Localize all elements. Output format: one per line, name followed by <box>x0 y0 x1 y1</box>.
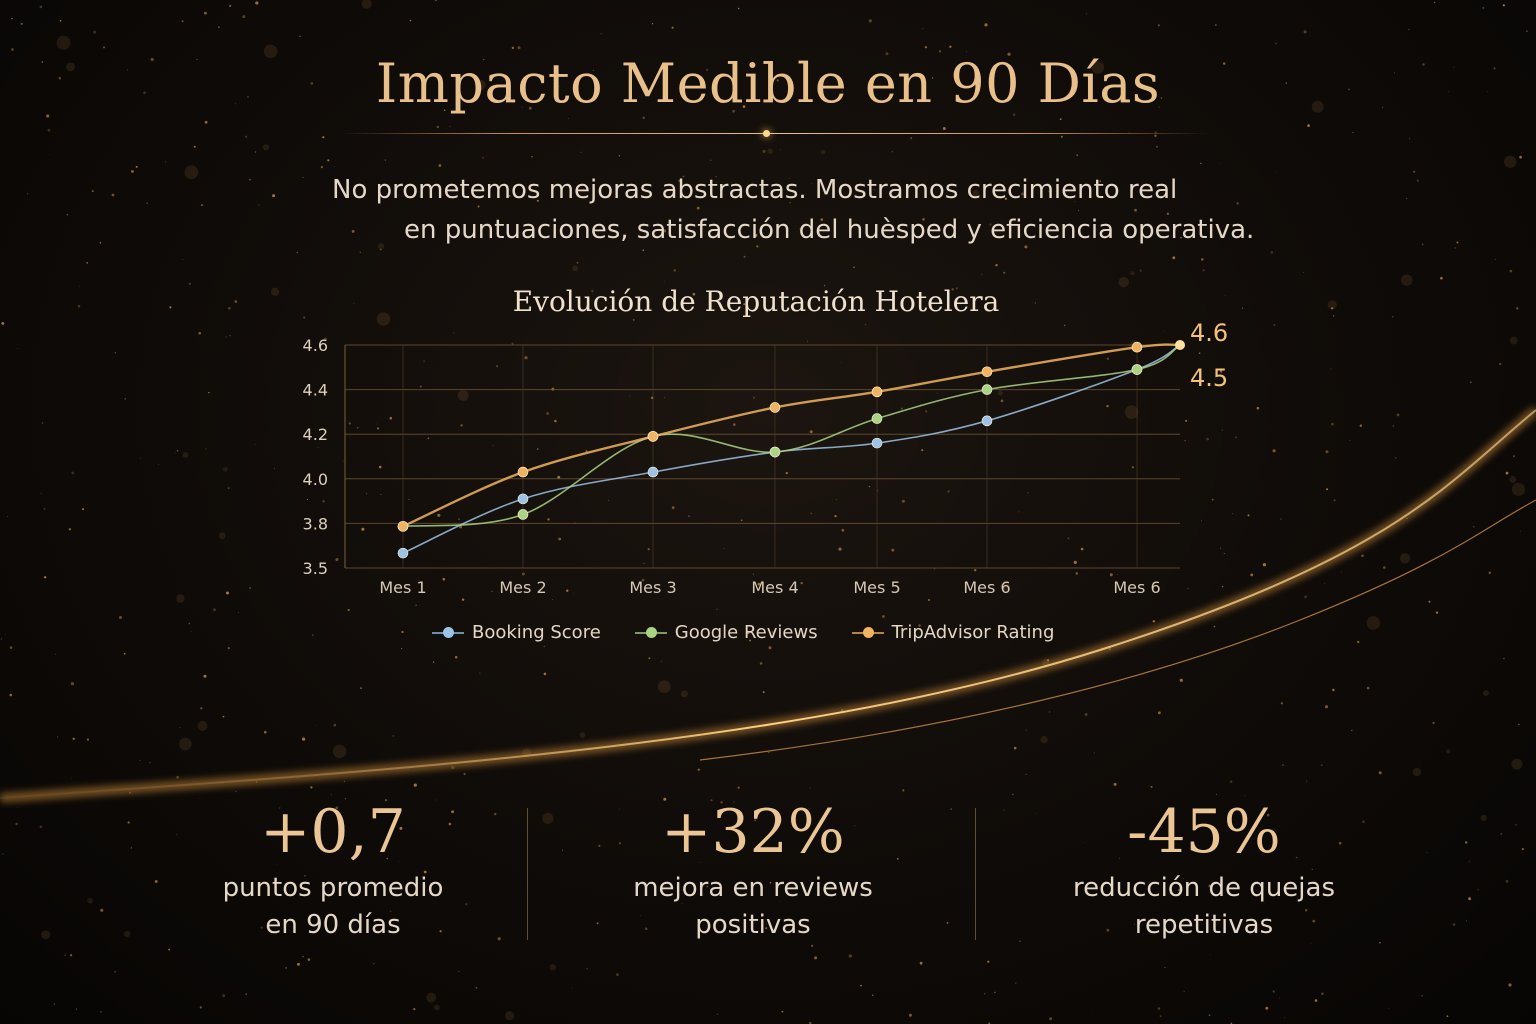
stat-label: puntos promedio en 90 días <box>222 873 444 940</box>
data-point <box>517 493 529 505</box>
y-tick-label: 4.0 <box>303 470 328 489</box>
stat-value: -45% <box>1127 797 1281 867</box>
data-point <box>769 402 781 413</box>
subtitle-line-2: en puntuaciones, satisfacción del huèspe… <box>404 215 1255 245</box>
page-title: Impacto Medible en 90 Días <box>375 52 1161 115</box>
data-point <box>397 547 409 559</box>
stat-reviews: +32% mejora en reviews positivas <box>533 796 973 944</box>
data-point <box>981 415 993 427</box>
stat-value: +32% <box>661 797 845 867</box>
stat-complaints: -45% reducción de quejas repetitivas <box>984 796 1424 944</box>
legend-label: Booking Score <box>472 622 601 643</box>
y-tick-label: 4.6 <box>303 336 328 355</box>
stat-divider <box>975 808 976 940</box>
stat-value: +0,7 <box>260 797 406 867</box>
data-point <box>981 366 993 378</box>
y-tick-label: 3.5 <box>303 559 328 578</box>
title-divider <box>340 133 1210 134</box>
legend-swatch-tripadvisor <box>851 626 884 638</box>
stat-points: +0,7 puntos promedio en 90 días <box>113 796 553 944</box>
x-tick-label: Mes 2 <box>499 578 546 597</box>
subtitle-line-1: No prometemos mejoras abstractas. Mostra… <box>332 175 1178 205</box>
x-tick-label: Mes 1 <box>379 578 426 597</box>
stat-label: mejora en reviews positivas <box>633 873 873 940</box>
data-point <box>517 466 529 478</box>
glow-curve-secondary <box>699 499 1536 761</box>
series-line-booking-score <box>402 344 1181 554</box>
data-point <box>981 384 993 395</box>
data-point <box>647 431 659 442</box>
stat-divider <box>527 808 528 940</box>
series-line-google-reviews <box>402 344 1181 528</box>
legend-label: TripAdvisor Rating <box>891 622 1055 643</box>
glow-curve-line <box>0 409 1536 799</box>
x-tick-label: Mes 4 <box>751 578 798 597</box>
data-point <box>397 521 409 532</box>
data-point <box>769 446 781 458</box>
legend-item-booking: Booking Score <box>432 622 601 643</box>
data-point <box>647 466 659 478</box>
end-value-label: 4.6 <box>1190 319 1228 347</box>
end-point-star <box>1175 340 1185 350</box>
data-point <box>871 437 883 449</box>
y-tick-label: 4.2 <box>303 425 328 444</box>
x-tick-label: Mes 6 <box>1113 578 1160 597</box>
x-tick-label: Mes 6 <box>963 578 1010 597</box>
legend-swatch-google <box>634 626 667 638</box>
data-point <box>517 509 529 520</box>
legend-swatch-booking <box>432 626 464 638</box>
data-point <box>1131 341 1143 353</box>
legend-label: Google Reviews <box>674 622 818 643</box>
series-line-tripadvisor-rating <box>402 343 1181 528</box>
x-tick-label: Mes 5 <box>853 578 900 597</box>
chart-title: Evolución de Reputación Hotelera <box>512 285 1000 318</box>
data-point <box>871 386 883 398</box>
stat-label: reducción de quejas repetitivas <box>1072 873 1335 940</box>
legend-item-google: Google Reviews <box>634 622 818 643</box>
y-tick-label: 3.8 <box>303 514 328 533</box>
data-point <box>1131 364 1143 375</box>
data-point <box>871 413 883 424</box>
x-tick-label: Mes 3 <box>629 578 676 597</box>
end-value-label: 4.5 <box>1190 364 1228 392</box>
title-divider-ornament <box>763 130 770 137</box>
legend-item-tripadvisor: TripAdvisor Rating <box>851 622 1055 643</box>
chart-legend: Booking Score Google Reviews TripAdvisor… <box>432 622 1054 643</box>
y-tick-label: 4.4 <box>303 381 328 400</box>
